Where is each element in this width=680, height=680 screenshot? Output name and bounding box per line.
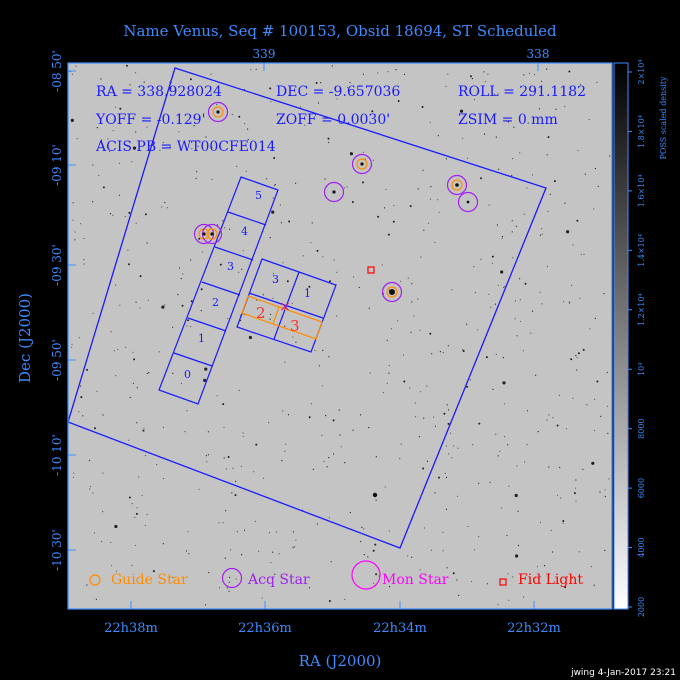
top-tick-1: 338 [527,47,550,61]
colorbar-tick-label: 8000 [637,418,646,438]
ra-tick-0: 22h38m [104,621,158,636]
ra-axis-label: RA (J2000) [299,652,382,670]
colorbar-tick-label: 10⁴ [637,363,646,376]
dec-tick-0: -08 50' [50,50,64,92]
colorbar-tick-label: 1.2×10⁴ [637,293,646,326]
colorbar-label: POSS scaled density [659,76,668,160]
legend-fid-symbol [499,578,507,586]
legend-mon-symbol [351,560,381,590]
colorbar-tick-label: 6000 [637,478,646,498]
chip-block-label-1: 1 [304,287,311,300]
field-outline [67,67,547,549]
chip-label-1: 1 [198,332,205,345]
colorbar-tick-label: 1.8×10⁴ [637,115,646,148]
ra-tick-2: 22h34m [373,621,427,636]
ra-tick-1: 22h36m [238,621,292,636]
dec-tick-5: -10 30' [50,529,64,571]
top-tick-0: 339 [253,47,276,61]
sky-image [68,63,612,609]
legend-guide-symbol [89,574,101,586]
chip-block-label-2: 2 [256,304,266,322]
info-acis: ACIS PB = WT00CFE014 [95,139,276,155]
aimpoint-marker: × [279,299,291,315]
chip-label-2: 2 [212,296,219,309]
info-zsim: ZSIM = 0 mm [458,112,558,128]
colorbar-tick-label: 2000 [637,597,646,617]
ra-tick-3: 22h32m [507,621,561,636]
info-dec: DEC = -9.657036 [276,84,400,100]
colorbar [613,62,629,610]
chip-label-3: 3 [227,260,234,273]
chip-block-label-0: 3 [290,317,300,335]
chip-label-0: 0 [184,368,191,381]
dec-tick-3: -09 50' [50,339,64,381]
legend-guide-label: Guide Star [111,572,188,588]
colorbar-tick-label: 1.4×10⁴ [637,234,646,267]
info-roll: ROLL = 291.1182 [458,84,586,100]
dec-axis-label: Dec (J2000) [16,293,34,383]
legend: Guide Star Acq Star Mon Star Fid Light [89,560,583,590]
footer-stamp: jwing 4-Jan-2017 23:21 [570,668,676,678]
aimpoint-divider [272,306,280,325]
legend-acq-symbol [221,567,243,589]
colorbar-tick-label: 1.6×10⁴ [637,174,646,207]
colorbar-tick-label: 2×10⁴ [637,59,646,84]
info-yoff: YOFF = -0.129' [95,112,205,128]
info-zoff: ZOFF = 0.0030' [276,112,390,128]
chip-column [158,176,279,405]
legend-acq-label: Acq Star [247,572,310,588]
dec-tick-1: -09 10' [50,144,64,186]
legend-mon-label: Mon Star [382,572,449,588]
legend-fid-label: Fid Light [518,572,583,588]
dec-tick-4: -10 10' [50,434,64,476]
plot-frame [67,62,613,610]
chip-label-4: 4 [241,225,248,238]
dec-tick-2: -09 30' [50,244,64,286]
colorbar-tick-label: 4000 [637,537,646,557]
chip-block-label-3: 3 [272,273,279,286]
info-ra: RA = 338.928024 [96,84,222,100]
frame-ticks [68,63,539,609]
plot-title: Name Venus, Seq # 100153, Obsid 18694, S… [123,22,557,40]
chip-label-5: 5 [255,189,262,202]
star-markers [193,101,479,303]
colorbar-ticks: 2000 4000 6000 8000 10⁴ 1.2×10⁴ 1.4×10⁴ 1.6×10⁴… [628,59,646,617]
aimpoint-region [241,295,323,340]
